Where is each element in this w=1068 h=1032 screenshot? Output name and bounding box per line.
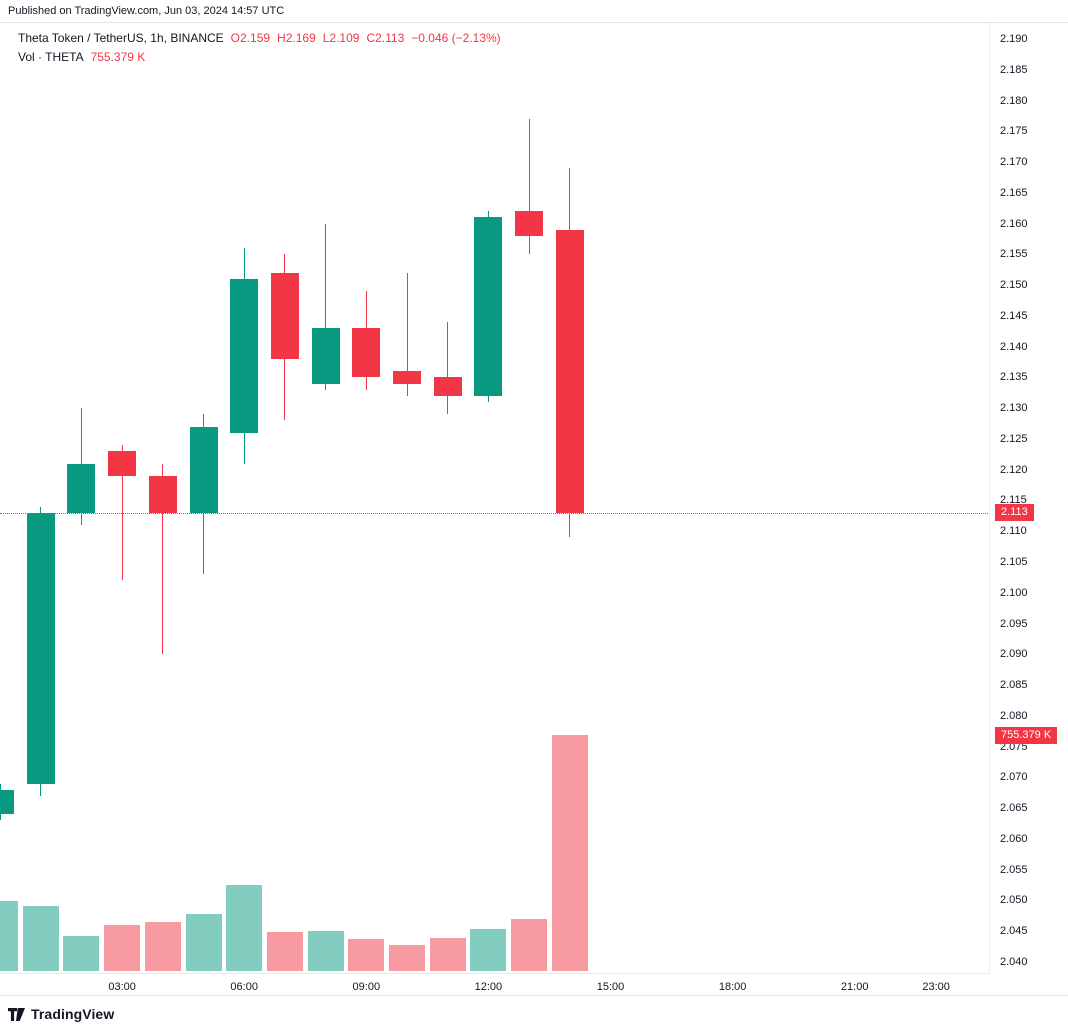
price-axis-label: 2.170 [1000, 156, 1028, 169]
candle-body [515, 211, 544, 236]
price-axis-label: 2.105 [1000, 556, 1028, 569]
price-axis: 2.113 755.379 K 2.190 2.185 2.180 2.175 2.17… [990, 23, 1068, 973]
time-axis-label: 21:00 [840, 981, 869, 993]
symbol-title: Theta Token / TetherUS, 1h, BINANCE [18, 31, 224, 45]
volume-bar [104, 925, 141, 971]
legend-symbol-row: Theta Token / TetherUS, 1h, BINANCE O2.15… [18, 29, 501, 48]
price-axis-label: 2.100 [1000, 586, 1028, 599]
price-axis-label: 2.065 [1000, 802, 1028, 815]
volume-bar [144, 921, 181, 971]
last-price-line [0, 512, 989, 514]
candle-body [555, 229, 584, 513]
time-axis-label: 18:00 [718, 981, 747, 993]
volume-bar [307, 931, 344, 971]
price-axis-label: 2.085 [1000, 679, 1028, 692]
legend-high: H2.169 [277, 31, 316, 45]
legend-vol-value: 755.379 K [90, 50, 146, 64]
candle-body [230, 278, 259, 433]
tradingview-logo-icon [8, 1007, 25, 1021]
price-axis-label: 2.185 [1000, 63, 1028, 76]
candle-wick [528, 118, 530, 255]
volume-bar [348, 939, 385, 971]
price-axis-label: 2.050 [1000, 894, 1028, 907]
price-axis-label: 2.045 [1000, 925, 1028, 938]
legend-close: C2.113 [366, 31, 405, 45]
price-axis-label: 2.095 [1000, 617, 1028, 630]
legend-low: L2.109 [322, 31, 360, 45]
published-banner: Published on TradingView.com, Jun 03, 20… [0, 0, 1068, 22]
volume-bar [226, 885, 263, 971]
time-axis-label: 23:00 [922, 981, 950, 993]
candle-body [474, 217, 503, 396]
candle-wick [325, 223, 327, 390]
legend-change: −0.046 (−2.13%) [411, 31, 501, 45]
candle-body [26, 512, 55, 784]
price-axis-label: 2.130 [1000, 402, 1028, 415]
time-axis: 03:00 06:00 09:00 12:00 15:00 18:00 21:00 23:00 [0, 973, 990, 997]
candle-body [0, 789, 14, 815]
time-axis-label: 06:00 [230, 981, 258, 993]
candle-body [393, 371, 421, 384]
candle-body [148, 475, 177, 513]
price-axis-label: 2.075 [1000, 740, 1028, 753]
candle-body [352, 328, 381, 378]
price-axis-label: 2.040 [1000, 955, 1028, 968]
price-axis-label: 2.060 [1000, 832, 1028, 845]
volume-bar [266, 931, 303, 971]
volume-bar [551, 735, 588, 971]
volume-bar [63, 936, 100, 971]
price-axis-label: 2.070 [1000, 771, 1028, 784]
candle-body [189, 426, 218, 513]
price-axis-label: 2.055 [1000, 863, 1028, 876]
footer: TradingView [0, 996, 1068, 1032]
candle-body [270, 272, 299, 359]
candle-body [108, 451, 137, 476]
legend-open: O2.159 [230, 31, 271, 45]
price-axis-label: 2.155 [1000, 248, 1028, 261]
volume-bar [389, 945, 425, 971]
legend: Theta Token / TetherUS, 1h, BINANCE O2.15… [18, 29, 501, 67]
time-axis-label: 09:00 [352, 981, 381, 993]
price-axis-label: 2.140 [1000, 340, 1028, 353]
price-axis-label: 2.135 [1000, 371, 1028, 384]
price-axis-label: 2.145 [1000, 309, 1028, 322]
volume-bar [470, 929, 507, 971]
time-axis-label: 12:00 [474, 981, 503, 993]
price-axis-label: 2.165 [1000, 186, 1028, 199]
time-axis-label: 03:00 [108, 981, 136, 993]
candle-body [433, 377, 462, 396]
candle-wick [406, 272, 408, 396]
chart-frame: Theta Token / TetherUS, 1h, BINANCE O2.15… [0, 22, 1068, 996]
candle-wick [162, 463, 164, 655]
price-axis-label: 2.080 [1000, 709, 1028, 722]
price-axis-label: 2.175 [1000, 125, 1028, 138]
price-axis-label: 2.115 [1000, 494, 1027, 507]
volume-bar [185, 914, 222, 971]
volume-bar [0, 901, 18, 971]
last-price-badge: 2.113 [995, 504, 1034, 522]
candle-wick [121, 445, 123, 581]
candle-wick [447, 322, 449, 415]
price-axis-label: 2.190 [1000, 33, 1028, 45]
price-axis-label: 2.120 [1000, 463, 1028, 476]
volume-bar [429, 937, 466, 971]
legend-volume-row: Vol · THETA 755.379 K [18, 48, 501, 67]
price-axis-label: 2.150 [1000, 279, 1028, 292]
chart-plot[interactable]: Theta Token / TetherUS, 1h, BINANCE O2.15… [0, 23, 990, 973]
legend-vol-label: Vol · THETA [18, 50, 84, 64]
published-text: Published on TradingView.com, Jun 03, 20… [8, 5, 285, 17]
tradingview-brand: TradingView [31, 1006, 115, 1022]
price-axis-label: 2.160 [1000, 217, 1028, 230]
time-axis-label: 15:00 [596, 981, 625, 993]
volume-bar [511, 919, 548, 971]
price-axis-label: 2.180 [1000, 94, 1028, 107]
volume-badge: 755.379 K [995, 726, 1058, 744]
candle-body [67, 463, 96, 513]
price-axis-label: 2.125 [1000, 432, 1028, 445]
volume-bar [22, 906, 59, 971]
candle-body [311, 328, 340, 384]
price-axis-label: 2.110 [1000, 525, 1027, 538]
price-axis-label: 2.090 [1000, 648, 1028, 661]
